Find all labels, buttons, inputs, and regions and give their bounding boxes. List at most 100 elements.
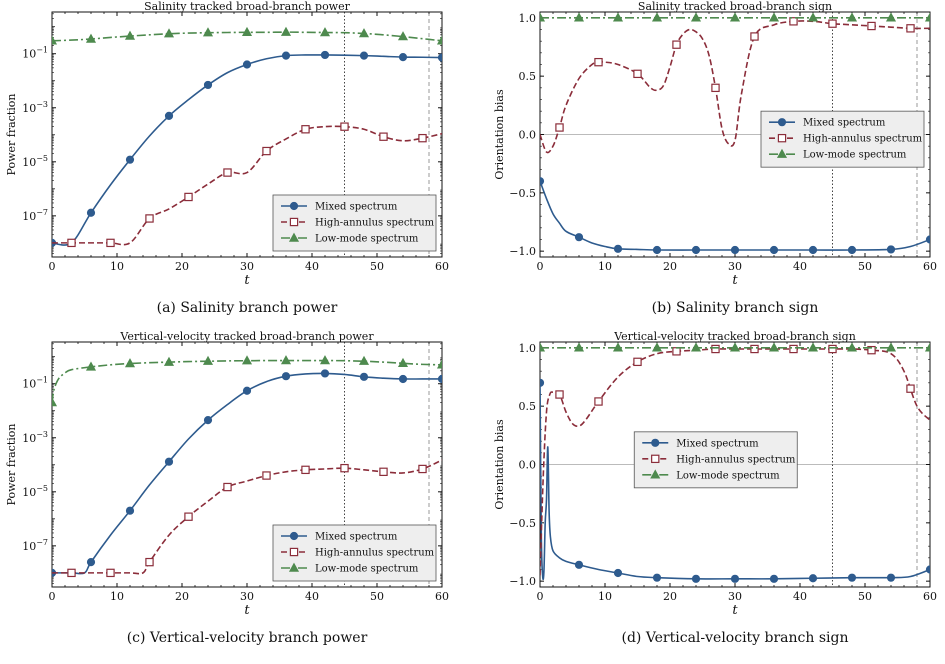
- series-marker-low: [163, 28, 175, 38]
- series-marker-low: [85, 361, 97, 371]
- legend-label: High-annulus spectrum: [676, 454, 796, 465]
- panel-caption: (c) Vertical-velocity branch power: [127, 630, 368, 646]
- series-marker-high: [262, 146, 271, 156]
- x-tick-label: 20: [175, 590, 189, 603]
- legend-marker-high: [289, 217, 299, 227]
- series-marker-low: [846, 342, 858, 352]
- series-marker-mixed: [203, 80, 213, 90]
- x-axis-label: t: [244, 273, 250, 288]
- panel-caption: (a) Salinity branch power: [157, 300, 338, 316]
- x-tick-label: 40: [793, 260, 807, 273]
- y-tick-label: 10−1: [22, 46, 48, 61]
- series-marker-low: [319, 27, 331, 37]
- series-marker-low: [807, 342, 819, 352]
- y-tick-label: 1.0: [519, 342, 537, 355]
- x-tick-label: 40: [305, 590, 319, 603]
- series-marker-mixed: [540, 177, 545, 186]
- series-marker-high: [906, 24, 915, 33]
- series-marker-high: [711, 83, 720, 93]
- series-marker-high: [594, 57, 603, 67]
- series-marker-low: [540, 12, 546, 22]
- series-group: [540, 12, 930, 255]
- x-axis-label: t: [732, 603, 738, 618]
- x-tick-label: 60: [435, 260, 449, 273]
- legend-label: Low-mode spectrum: [676, 470, 780, 481]
- x-tick-label: 0: [537, 590, 544, 603]
- series-marker-low: [436, 359, 442, 369]
- legend-label: High-annulus spectrum: [315, 218, 435, 229]
- series-marker-high: [379, 467, 388, 477]
- series-marker-mixed: [320, 369, 330, 378]
- y-tick-label: 10−3: [22, 100, 48, 115]
- panel-vertical-velocity-sign: Vertical-velocity tracked broad-branch s…: [488, 330, 943, 664]
- x-tick-label: 50: [370, 590, 384, 603]
- series-marker-mixed: [730, 245, 740, 255]
- series-marker-low: [280, 26, 292, 36]
- legend: Mixed spectrum High-annulus spectrum Low-m…: [272, 524, 437, 582]
- x-tick-label: 60: [435, 590, 449, 603]
- series-marker-mixed: [808, 574, 818, 583]
- series-marker-high: [867, 345, 876, 355]
- series-marker-high: [340, 463, 349, 473]
- x-tick-label: 30: [240, 590, 254, 603]
- series-marker-high: [711, 344, 720, 354]
- legend-marker-low: [776, 148, 788, 158]
- series-marker-low: [436, 35, 442, 45]
- legend-marker-low: [288, 232, 300, 242]
- series-marker-mixed: [398, 374, 408, 384]
- chart-svg: Salinity tracked broad-branch power 0 10 20…: [5, 0, 449, 316]
- series-marker-low: [52, 397, 58, 407]
- chart-svg: Vertical-velocity tracked broad-branch s…: [493, 330, 937, 646]
- series-marker-mixed: [164, 457, 174, 466]
- panel-caption: (b) Salinity branch sign: [652, 300, 819, 316]
- series-marker-low: [241, 26, 253, 37]
- series-marker-high: [672, 40, 681, 49]
- series-marker-low: [52, 35, 58, 45]
- series-marker-mixed: [203, 416, 213, 425]
- series-marker-mixed: [574, 560, 584, 569]
- legend-label: High-annulus spectrum: [803, 134, 923, 145]
- series-marker-mixed: [86, 208, 96, 217]
- series-marker-low: [319, 355, 331, 365]
- y-tick-label: −0.5: [509, 187, 536, 200]
- legend-marker-mixed: [289, 201, 299, 211]
- series-marker-high: [633, 357, 642, 367]
- series-marker-low: [690, 12, 702, 22]
- series-marker-low: [924, 342, 930, 352]
- series-marker-high: [223, 168, 232, 177]
- y-tick-label: 1.0: [519, 12, 537, 25]
- series-group: [52, 26, 442, 248]
- series-marker-low: [729, 342, 741, 352]
- y-tick-label: 0.0: [519, 129, 537, 142]
- series-marker-low: [612, 12, 624, 22]
- x-tick-label: 30: [728, 590, 742, 603]
- series-marker-mixed: [847, 573, 857, 582]
- series-marker-low: [573, 342, 585, 352]
- y-tick-label: −1.0: [509, 575, 536, 588]
- series-marker-mixed: [691, 245, 701, 255]
- series-marker-high: [418, 133, 427, 143]
- x-tick-label: 60: [923, 590, 937, 603]
- legend-marker-low: [650, 469, 661, 479]
- series-marker-low: [358, 28, 370, 38]
- series-line-high: [52, 459, 442, 575]
- legend: Mixed spectrum High-annulus spectrum Low-m…: [760, 110, 925, 168]
- panel-salinity-power: Salinity tracked broad-branch power 0 10 20…: [0, 0, 455, 334]
- series-marker-high: [789, 17, 798, 26]
- series-marker-mixed: [437, 53, 442, 62]
- legend-label: Mixed spectrum: [803, 118, 886, 129]
- series-marker-mixed: [886, 573, 896, 582]
- panel-vertical-velocity-power: Vertical-velocity tracked broad-branch p…: [0, 330, 455, 664]
- x-tick-label: 20: [175, 260, 189, 273]
- series-marker-mixed: [769, 574, 779, 583]
- series-marker-high: [223, 482, 232, 492]
- series-marker-low: [397, 31, 409, 41]
- series-marker-low: [163, 356, 175, 366]
- x-tick-label: 10: [110, 260, 124, 273]
- series-marker-mixed: [359, 372, 369, 381]
- panel-salinity-sign: Salinity tracked broad-branch sign 0 10 20 3…: [488, 0, 943, 334]
- series-marker-mixed: [652, 245, 662, 255]
- series-line-high: [52, 125, 442, 246]
- series-marker-low: [768, 342, 780, 352]
- series-marker-high: [555, 390, 564, 399]
